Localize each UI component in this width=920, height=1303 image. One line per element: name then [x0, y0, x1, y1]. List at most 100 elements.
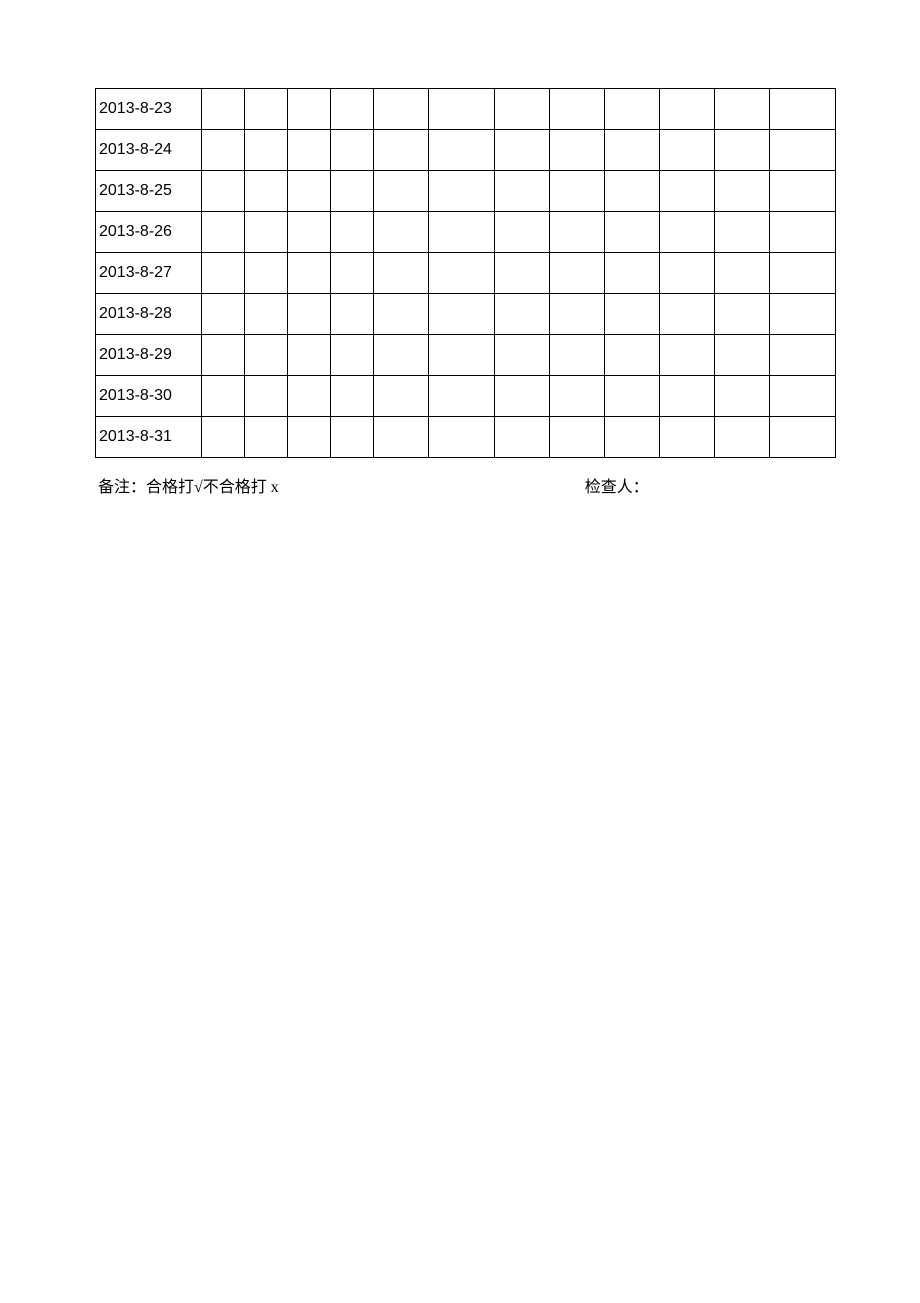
check-cell [550, 212, 605, 253]
check-cell [429, 253, 495, 294]
check-cell [605, 89, 660, 130]
check-cell [605, 294, 660, 335]
check-cell [202, 89, 245, 130]
check-cell [331, 417, 374, 458]
check-cell [550, 376, 605, 417]
check-cell [605, 376, 660, 417]
check-cell [429, 212, 495, 253]
check-cell [770, 253, 836, 294]
check-cell [245, 417, 288, 458]
check-cell [495, 335, 550, 376]
check-cell [202, 294, 245, 335]
check-cell [715, 335, 770, 376]
check-cell [288, 417, 331, 458]
check-cell [550, 171, 605, 212]
check-cell [202, 130, 245, 171]
date-cell: 2013-8-31 [96, 417, 202, 458]
check-cell [715, 294, 770, 335]
check-cell [715, 130, 770, 171]
check-cell [374, 253, 429, 294]
check-cell [495, 376, 550, 417]
table-row: 2013-8-28 [96, 294, 836, 335]
check-cell [770, 335, 836, 376]
date-cell: 2013-8-24 [96, 130, 202, 171]
check-cell [374, 89, 429, 130]
check-cell [429, 335, 495, 376]
table-row: 2013-8-27 [96, 253, 836, 294]
check-cell [660, 212, 715, 253]
check-cell [429, 417, 495, 458]
check-cell [660, 171, 715, 212]
check-cell [331, 335, 374, 376]
date-cell: 2013-8-23 [96, 89, 202, 130]
check-cell [605, 253, 660, 294]
date-checklist-table: 2013-8-232013-8-242013-8-252013-8-262013… [95, 88, 836, 458]
check-cell [288, 212, 331, 253]
check-cell [715, 212, 770, 253]
check-cell [288, 171, 331, 212]
check-cell [605, 212, 660, 253]
check-cell [715, 171, 770, 212]
check-cell [770, 130, 836, 171]
check-cell [429, 376, 495, 417]
check-cell [770, 171, 836, 212]
check-cell [715, 253, 770, 294]
inspector-label: 检查人： [585, 473, 649, 497]
check-cell [660, 376, 715, 417]
check-cell [245, 253, 288, 294]
check-cell [288, 253, 331, 294]
check-cell [245, 130, 288, 171]
check-cell [715, 376, 770, 417]
check-cell [550, 253, 605, 294]
check-cell [495, 171, 550, 212]
check-cell [331, 130, 374, 171]
check-cell [550, 130, 605, 171]
check-cell [770, 89, 836, 130]
check-cell [550, 335, 605, 376]
date-cell: 2013-8-26 [96, 212, 202, 253]
check-cell [495, 294, 550, 335]
table-row: 2013-8-25 [96, 171, 836, 212]
check-cell [374, 376, 429, 417]
check-cell [288, 335, 331, 376]
check-cell [605, 130, 660, 171]
check-cell [715, 417, 770, 458]
check-cell [202, 212, 245, 253]
check-cell [331, 89, 374, 130]
check-cell [374, 294, 429, 335]
check-cell [715, 89, 770, 130]
check-cell [331, 171, 374, 212]
table-row: 2013-8-26 [96, 212, 836, 253]
check-cell [770, 212, 836, 253]
check-cell [288, 294, 331, 335]
check-cell [550, 294, 605, 335]
check-cell [245, 212, 288, 253]
check-cell [331, 212, 374, 253]
check-cell [660, 253, 715, 294]
check-cell [288, 89, 331, 130]
check-cell [245, 294, 288, 335]
check-cell [660, 335, 715, 376]
table-row: 2013-8-24 [96, 130, 836, 171]
check-cell [245, 335, 288, 376]
check-cell [202, 253, 245, 294]
check-cell [495, 253, 550, 294]
check-cell [374, 335, 429, 376]
check-cell [331, 253, 374, 294]
table-row: 2013-8-23 [96, 89, 836, 130]
check-cell [770, 376, 836, 417]
date-cell: 2013-8-30 [96, 376, 202, 417]
check-cell [429, 294, 495, 335]
check-cell [245, 171, 288, 212]
check-cell [660, 130, 715, 171]
date-cell: 2013-8-28 [96, 294, 202, 335]
check-cell [429, 89, 495, 130]
check-cell [245, 376, 288, 417]
check-cell [770, 417, 836, 458]
check-cell [374, 212, 429, 253]
check-cell [202, 376, 245, 417]
table-row: 2013-8-31 [96, 417, 836, 458]
check-cell [245, 89, 288, 130]
check-cell [495, 130, 550, 171]
check-cell [660, 417, 715, 458]
